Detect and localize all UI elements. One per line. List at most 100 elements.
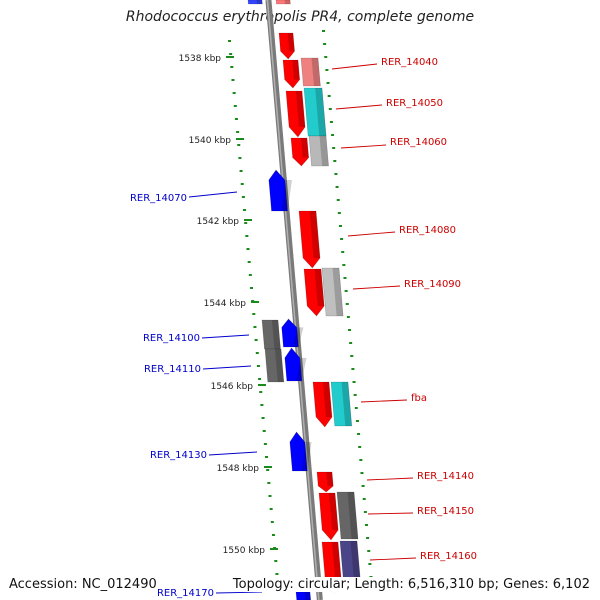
leader-line <box>367 512 414 515</box>
gene-block <box>321 267 344 317</box>
scale-tick <box>270 548 278 550</box>
tick-dot <box>346 316 350 318</box>
tick-dot <box>258 378 262 380</box>
gene-arrow-forward <box>285 90 306 138</box>
tick-dot <box>343 277 347 279</box>
gene-label[interactable]: fba <box>411 393 427 404</box>
topology-text: Topology: circular; Length: 6,516,310 bp… <box>232 577 590 592</box>
leader-line <box>331 63 378 70</box>
tick-dot <box>364 524 368 526</box>
tick-dot <box>249 287 253 289</box>
tick-dot <box>348 329 352 331</box>
leader-line <box>360 399 408 403</box>
gene-arrow-forward <box>312 381 333 428</box>
scale-labels: 1538 kbp 1540 kbp 1542 kbp 1544 kbp 1546 kbp… <box>179 54 278 556</box>
tick-dot <box>360 472 364 474</box>
tick-dot <box>255 352 259 354</box>
leader-line <box>215 591 263 594</box>
scale-label: 1540 kbp <box>189 136 232 146</box>
gene-block <box>330 381 353 427</box>
tick-dot <box>244 222 248 224</box>
scale-tick <box>236 138 244 140</box>
tick-dot <box>241 196 245 198</box>
tick-dot <box>325 69 329 71</box>
tick-dot <box>331 134 335 136</box>
leader-line <box>188 191 238 198</box>
tick-marks <box>228 30 374 591</box>
tick-dot <box>355 420 359 422</box>
tick-dot <box>322 30 325 32</box>
gene-arrow-forward <box>290 137 309 167</box>
tick-dot <box>361 485 365 487</box>
tick-dot <box>263 443 267 445</box>
gene-label[interactable]: RER_14070 <box>130 193 187 204</box>
tick-dot <box>233 105 237 107</box>
gene-arrow-forward <box>318 492 339 541</box>
tick-dot <box>334 173 338 175</box>
leader-line <box>208 451 258 456</box>
gene-label[interactable]: RER_14060 <box>390 137 447 148</box>
gene-label[interactable]: RER_14040 <box>381 57 438 68</box>
tick-dot <box>231 79 235 81</box>
tick-dot <box>261 417 265 419</box>
gene-label[interactable]: RER_14100 <box>143 333 200 344</box>
tick-dot <box>328 108 332 110</box>
tick-dot <box>238 157 242 159</box>
gene-label[interactable]: RER_14140 <box>417 471 474 482</box>
leader-line <box>352 285 401 290</box>
gene-block <box>308 135 329 167</box>
leader-line <box>347 231 396 237</box>
gene-block <box>261 319 281 350</box>
gene-features <box>247 0 362 600</box>
tick-dot <box>239 170 243 172</box>
gene-arrow-forward <box>282 59 300 89</box>
tick-dot <box>367 550 371 552</box>
gene-label[interactable]: RER_14150 <box>417 506 474 517</box>
tick-dot <box>357 433 361 435</box>
tick-dot <box>333 160 337 162</box>
tick-dot <box>237 144 241 146</box>
tick-dot <box>253 326 257 328</box>
gene-label[interactable]: RER_14130 <box>150 450 207 461</box>
leader-line <box>366 477 414 481</box>
gene-label[interactable]: RER_14160 <box>420 551 477 562</box>
tick-dot <box>345 303 349 305</box>
gene-label[interactable]: RER_14090 <box>404 279 461 290</box>
gene-arrow-forward <box>278 32 295 60</box>
tick-dot <box>340 238 344 240</box>
tick-dot <box>362 498 366 500</box>
accession-text: Accession: NC_012490 <box>9 577 157 592</box>
tick-dot <box>342 264 346 266</box>
tick-dot <box>228 40 231 42</box>
tick-dot <box>229 53 233 55</box>
tick-dot <box>351 368 355 370</box>
tick-dot <box>271 534 275 536</box>
backbone-line <box>265 0 323 600</box>
tick-dot <box>259 391 263 393</box>
gene-block <box>303 87 327 137</box>
tick-dot <box>359 459 363 461</box>
tick-dot <box>230 66 234 68</box>
tick-dot <box>266 469 270 471</box>
gene-arrow-forward <box>298 210 321 269</box>
scale-tick <box>244 219 252 221</box>
scale-label: 1546 kbp <box>211 382 254 392</box>
backbone-highlight <box>266 0 320 600</box>
tick-dot <box>246 248 250 250</box>
gene-label[interactable]: RER_14080 <box>399 225 456 236</box>
tick-dot <box>267 482 271 484</box>
gene-block <box>295 591 311 600</box>
gene-label[interactable]: RER_14110 <box>144 364 201 375</box>
leader-line <box>340 144 387 149</box>
tick-dot <box>243 209 247 211</box>
tick-dot <box>254 339 258 341</box>
gene-label[interactable]: RER_14050 <box>386 98 443 109</box>
tick-dot <box>329 121 333 123</box>
tick-dot <box>248 274 252 276</box>
tick-dot <box>247 261 251 263</box>
tick-dot <box>268 495 272 497</box>
gene-label[interactable]: RER_14170 <box>157 588 214 599</box>
tick-dot <box>332 147 336 149</box>
tick-dot <box>236 131 240 133</box>
